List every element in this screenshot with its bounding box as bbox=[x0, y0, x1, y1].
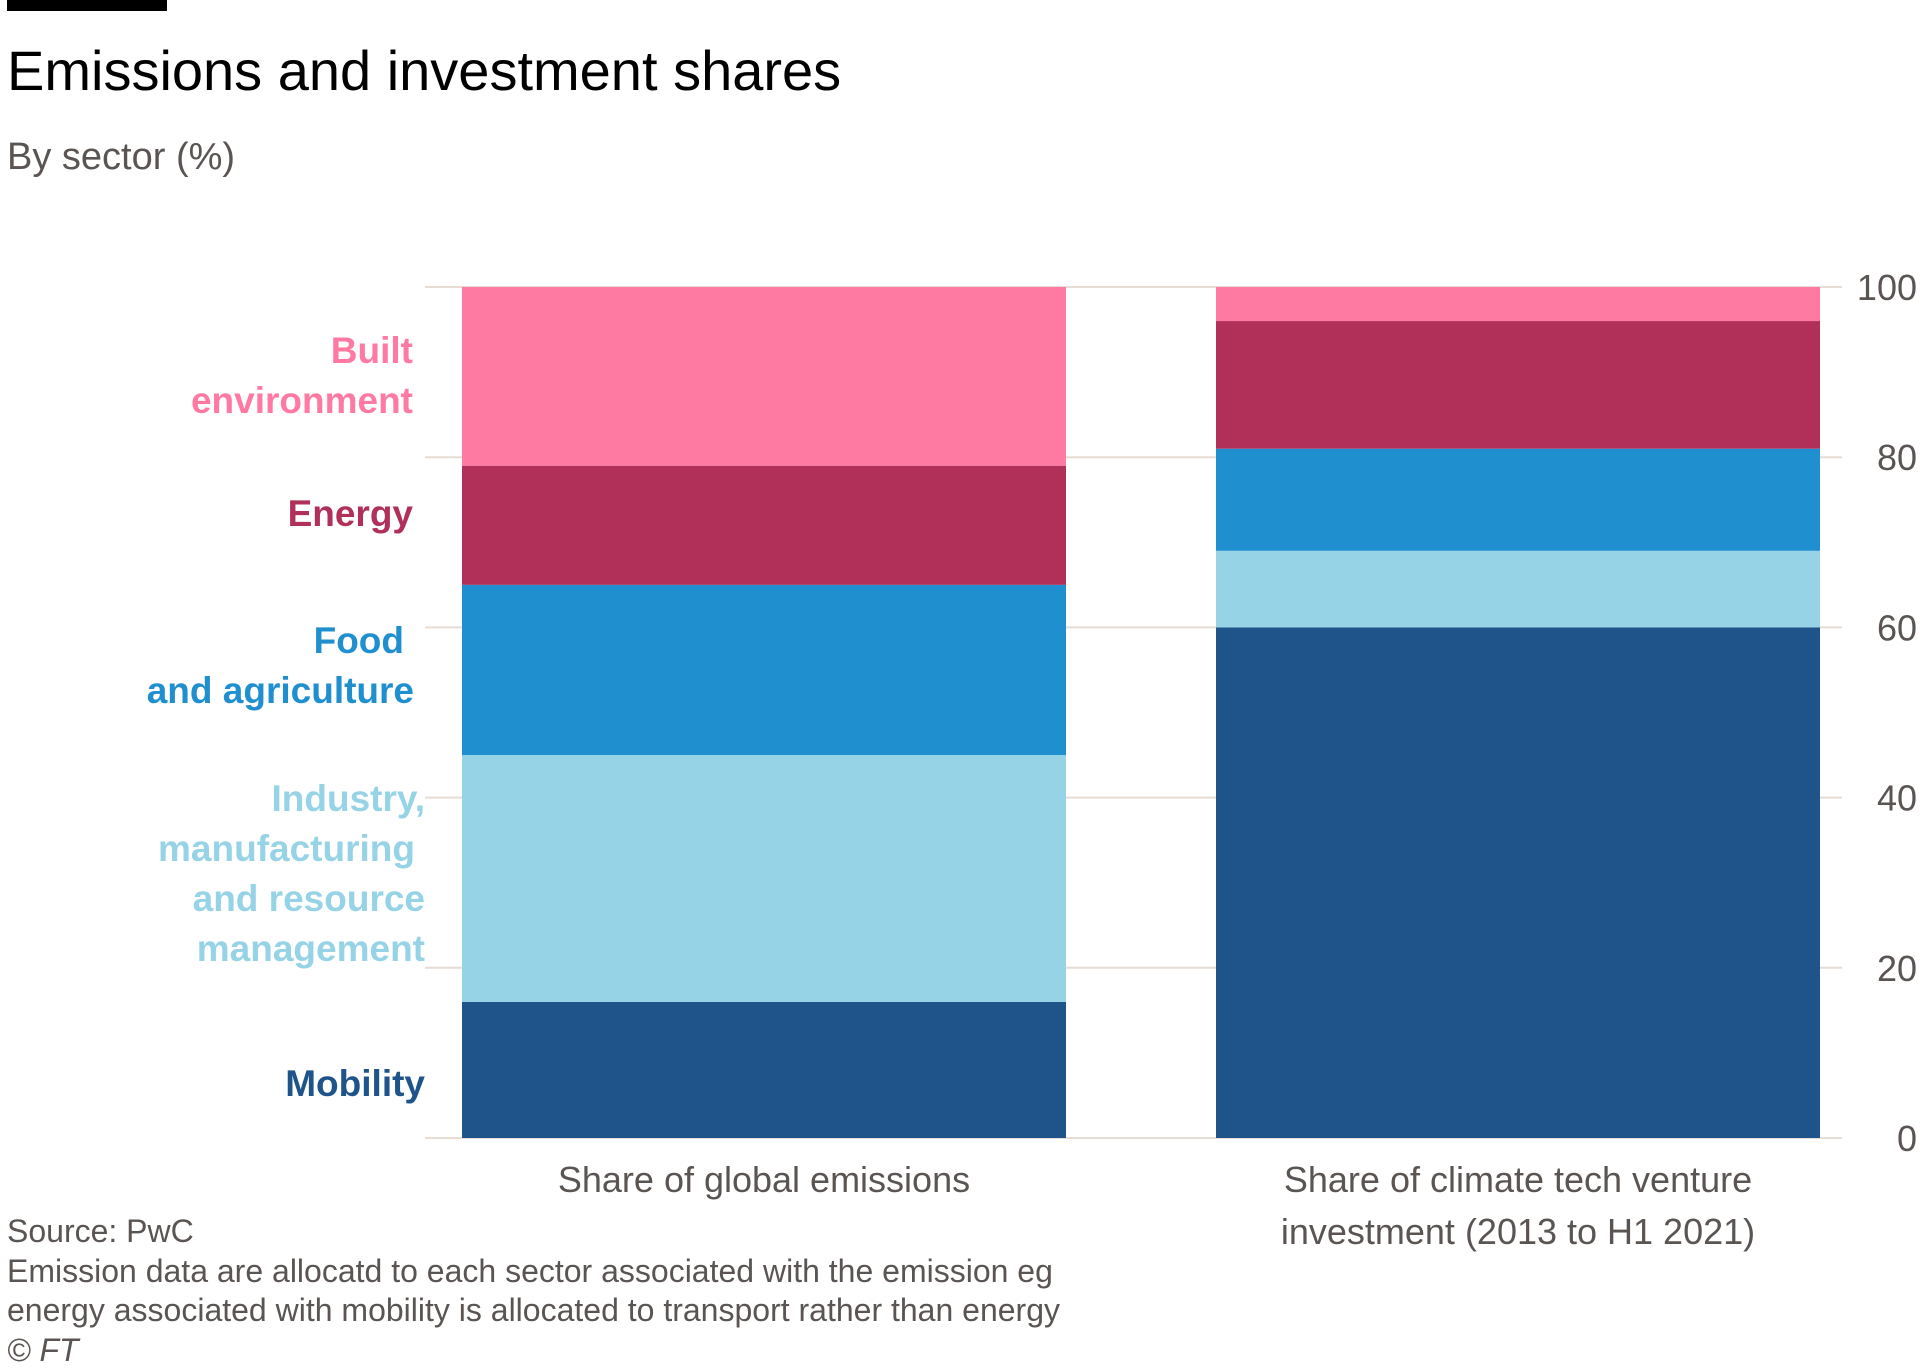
y-tick-label-100: 100 bbox=[1857, 267, 1917, 308]
x-category-label-1-0: Share of climate tech venture bbox=[1284, 1159, 1752, 1200]
bar-food_and_agriculture-1 bbox=[1216, 448, 1820, 551]
bar-built_environment-1 bbox=[1216, 287, 1820, 322]
bar-energy-0 bbox=[462, 465, 1066, 585]
label-industry-line4: management bbox=[196, 928, 425, 969]
label-energy: Energy bbox=[288, 489, 413, 539]
label-industry-line3: and resource bbox=[192, 878, 425, 919]
y-tick-label-40: 40 bbox=[1877, 778, 1917, 819]
label-energy-line1: Energy bbox=[287, 493, 413, 534]
label-industry-line1: Industry, bbox=[271, 778, 426, 819]
y-tick-label-80: 80 bbox=[1877, 437, 1917, 478]
bar-built_environment-0 bbox=[462, 287, 1066, 466]
label-industry: Industry, manufacturing and resource man… bbox=[158, 774, 425, 974]
label-mobility: Mobility bbox=[285, 1059, 425, 1109]
copyright: © FT bbox=[7, 1332, 79, 1368]
label-built-environment-line2: environment bbox=[190, 380, 413, 421]
label-food-line2: and agriculture bbox=[146, 670, 414, 711]
label-built-environment: Built environment bbox=[191, 326, 413, 426]
y-tick-label-0: 0 bbox=[1897, 1118, 1917, 1159]
chart-title: Emissions and investment shares bbox=[7, 39, 842, 102]
bar-mobility-1 bbox=[1216, 627, 1820, 1138]
chart-subtitle: By sector (%) bbox=[7, 136, 236, 178]
footnote-line2: energy associated with mobility is alloc… bbox=[7, 1292, 1060, 1328]
x-category-label-0-0: Share of global emissions bbox=[558, 1159, 970, 1200]
y-tick-label-60: 60 bbox=[1877, 607, 1917, 648]
footnote-line1: Emission data are allocatd to each secto… bbox=[7, 1253, 1053, 1289]
label-food-and-agriculture: Food and agriculture bbox=[147, 616, 414, 716]
label-mobility-line1: Mobility bbox=[285, 1063, 425, 1104]
bar-food_and_agriculture-0 bbox=[462, 584, 1066, 756]
bar-mobility-0 bbox=[462, 1001, 1066, 1138]
x-category-label-1-1: investment (2013 to H1 2021) bbox=[1281, 1211, 1755, 1252]
bar-energy-1 bbox=[1216, 321, 1820, 449]
label-food-line1: Food bbox=[313, 620, 404, 661]
label-built-environment-line1: Built bbox=[330, 330, 413, 371]
source-note: Source: PwC bbox=[7, 1213, 194, 1249]
label-industry-line2: manufacturing bbox=[158, 828, 415, 869]
bar-industry-0 bbox=[462, 755, 1066, 1002]
ft-top-bar bbox=[7, 0, 167, 11]
bar-industry-1 bbox=[1216, 550, 1820, 628]
y-tick-label-20: 20 bbox=[1877, 948, 1917, 989]
